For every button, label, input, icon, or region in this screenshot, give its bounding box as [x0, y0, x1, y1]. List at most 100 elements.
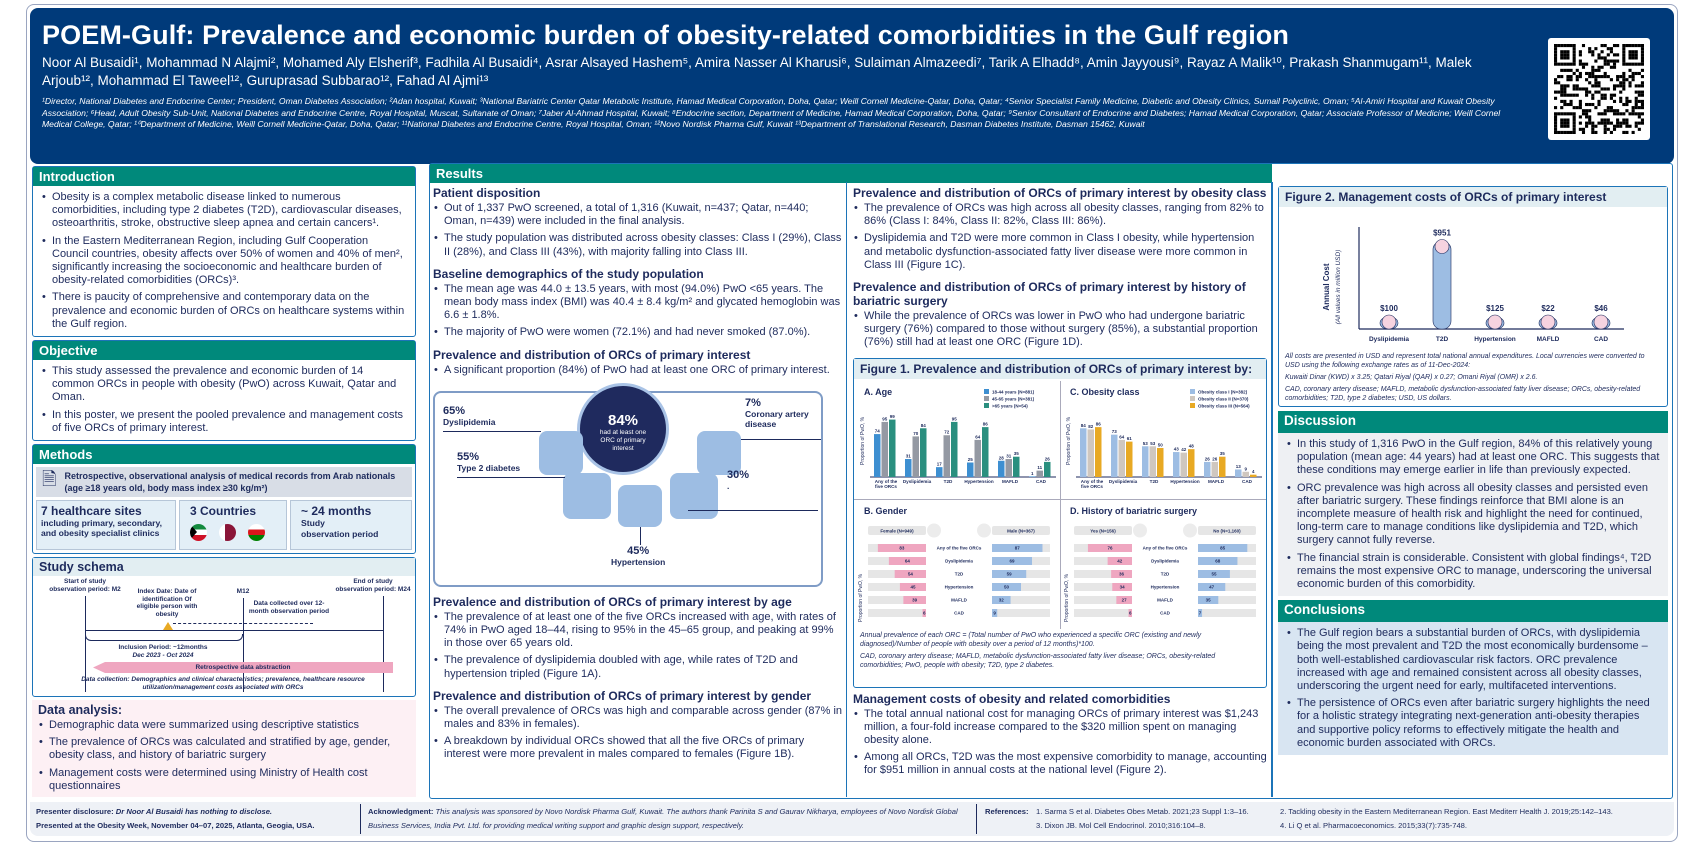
disclosure-text: Dr Noor Al Busaidi has nothing to disclo… [115, 807, 273, 816]
qr-code[interactable] [1548, 38, 1650, 140]
data-label: 50 [1004, 584, 1010, 589]
reference: 3. Dixon JB. Mol Cell Endocrinol. 2010;3… [1036, 821, 1206, 830]
category-label: Hypertension [1151, 584, 1180, 589]
data-label: 86 [1096, 421, 1102, 426]
study-design-box: 🗎 Retrospective, observational analysis … [36, 467, 412, 498]
bar [1044, 461, 1051, 477]
gender-list: The overall prevalence of ORCs was high … [433, 705, 843, 766]
bar [1198, 543, 1248, 552]
discussion-list: In this study of 1,316 PwO in the Gulf r… [1278, 433, 1668, 596]
blood-vessel-icon [539, 430, 583, 475]
bar [888, 556, 926, 565]
x-tick-label-box: Dyslipidemia [1108, 478, 1138, 484]
x-tick-label: Dyslipidemia [1108, 478, 1138, 484]
qr-code-icon [1554, 44, 1644, 134]
x-tick-label: T2D [1436, 336, 1449, 343]
data-label: 17 [937, 461, 943, 466]
discussion-panel: Discussion In this study of 1,316 PwO in… [1278, 411, 1668, 597]
x-tick-label: Hypertension [1474, 336, 1516, 343]
category-label: MAFLD [1157, 597, 1173, 602]
bar [1116, 595, 1132, 604]
data-label: 64 [905, 558, 911, 563]
bar-track [868, 595, 926, 604]
data-label: 85 [1220, 545, 1226, 550]
x-tick-label: CAD [1242, 478, 1252, 484]
bullet-item: Demographic data were summarized using d… [38, 719, 410, 732]
category-label: Dyslipidemia [945, 558, 973, 563]
bar [1198, 582, 1226, 591]
x-tick-label: Hypertension [1170, 478, 1200, 484]
collection-note: Data collection: Demographics and clinic… [81, 676, 365, 691]
x-tick-label: T2D [1149, 478, 1159, 484]
poster-frame [26, 4, 1678, 842]
legend-swatch [1190, 395, 1195, 401]
category-label: T2D [955, 571, 964, 576]
data-label: 26 [1205, 456, 1211, 461]
bar [1107, 556, 1132, 565]
bullet-item: The prevalence of dyslipidemia doubled w… [433, 654, 843, 680]
bullet-item: The prevalence of at least one of the fi… [433, 611, 843, 651]
stat-label: Coronary artery disease [745, 408, 809, 429]
end-label: End of study observation period: M24 [335, 578, 411, 593]
data-label: 1 [1031, 471, 1034, 476]
data-label: 31 [1006, 453, 1012, 458]
introduction-panel: Introduction Obesity is a complex metabo… [32, 166, 416, 338]
bullet-item: Obesity is a complex metabolic disease l… [41, 191, 407, 231]
m12-label: M12 [236, 588, 250, 596]
cost-list: The total annual national cost for manag… [853, 708, 1269, 782]
legend-label: Yes (N=156) [1090, 528, 1116, 533]
period-text: observation period [301, 529, 379, 540]
heart-pressure-icon [618, 484, 662, 527]
bar [1142, 445, 1149, 477]
ack-text: This analysis was sponsored by Novo Nord… [368, 807, 958, 830]
objective-panel: Objective This study assessed the preval… [32, 340, 416, 442]
data-label: 42 [1181, 447, 1187, 452]
data-label: 69 [1010, 558, 1016, 563]
subsection-title: Prevalence and distribution of ORCs of p… [433, 347, 751, 362]
x-tick-label: MAFLD [1207, 478, 1225, 484]
bar [905, 458, 912, 477]
data-label: 7 [1199, 610, 1202, 615]
start-label: Start of study observation period: M2 [49, 578, 121, 593]
data-label: 54 [908, 571, 914, 576]
bar [992, 608, 998, 617]
bar [998, 460, 1005, 477]
y-axis-label: Annual Cost [1322, 263, 1331, 310]
x-tick-label: CAD [1036, 478, 1046, 484]
disclosure-label: Presenter disclosure: [36, 807, 114, 816]
figure-1: Figure 1. Prevalence and distribution of… [853, 357, 1267, 688]
bar [1180, 452, 1187, 477]
objective-list: This study assessed the prevalence and e… [33, 360, 415, 440]
x-tick-label-box: Dyslipidemia [903, 479, 931, 484]
legend-swatch [984, 395, 989, 401]
figure-note: CAD, coronary artery disease; MAFLD, met… [1285, 386, 1641, 402]
bullet-item: The overall prevalence of ORCs was high … [433, 705, 843, 731]
bar [1005, 458, 1012, 477]
cad-stat: 7% Coronary artery disease [745, 397, 815, 429]
bar [1198, 556, 1238, 565]
subsection-title: Baseline demographics of the study popul… [433, 266, 704, 281]
category-label: Any of the five ORCs [1143, 545, 1188, 550]
bariatric-list: While the prevalence of ORCs was lower i… [853, 310, 1269, 354]
bar [1118, 439, 1125, 477]
data-label: 13 [1236, 464, 1242, 469]
period-title: ~ 24 months [301, 504, 372, 519]
data-label: 83 [899, 545, 905, 550]
bar [1250, 474, 1257, 477]
document-search-icon: 🗎 [42, 469, 57, 490]
bar [1173, 451, 1180, 477]
bar [1128, 608, 1132, 617]
bar [992, 543, 1043, 552]
legend-pill [992, 525, 1050, 535]
bar [1111, 434, 1118, 477]
data-label: 42 [1117, 558, 1123, 563]
subsection-title: Prevalence and distribution of ORCs of p… [853, 280, 1246, 309]
bar [922, 608, 926, 617]
subsection-title: Management costs of obesity and related … [853, 691, 1171, 706]
bar [992, 556, 1033, 565]
bar-track [992, 595, 1050, 604]
data-label: 47 [1209, 584, 1215, 589]
data-label: 35 [1206, 597, 1212, 602]
bar-track [992, 608, 1050, 617]
y-axis-label: Proportion of PwO, % [860, 416, 866, 465]
